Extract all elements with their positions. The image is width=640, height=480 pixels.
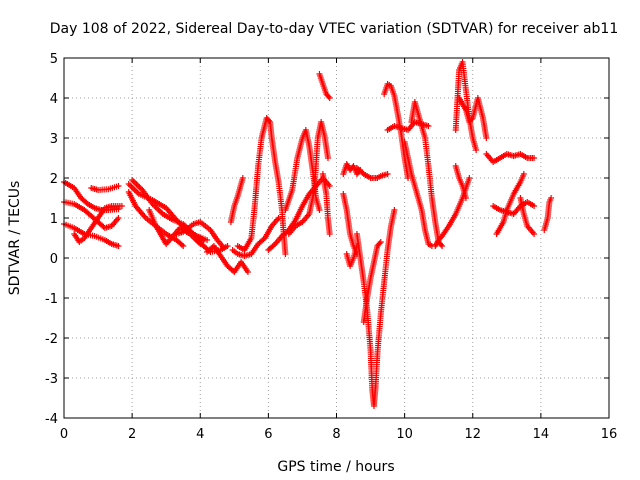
data-track <box>229 215 282 259</box>
data-point <box>200 237 207 243</box>
data-point <box>384 171 391 177</box>
data-track <box>71 203 125 245</box>
x-tick-label: 14 <box>533 427 550 442</box>
data-point <box>473 147 480 153</box>
data-point <box>520 171 527 177</box>
data-track <box>234 115 289 257</box>
data-point <box>115 243 122 249</box>
data-track <box>408 99 446 249</box>
x-tick-label: 2 <box>128 427 136 442</box>
data-track <box>173 219 228 251</box>
data-point <box>156 208 163 215</box>
y-tick-label: 2 <box>50 172 58 187</box>
data-point <box>531 231 538 237</box>
data-point <box>239 175 246 181</box>
data-points <box>61 59 555 409</box>
data-track <box>282 127 323 213</box>
data-track <box>432 175 473 249</box>
data-track <box>353 165 391 181</box>
data-point <box>531 155 538 161</box>
data-point <box>83 199 90 206</box>
data-point <box>270 242 277 249</box>
data-track <box>493 171 527 237</box>
x-axis: 0 2 4 6 8 10 12 14 16 <box>60 58 617 442</box>
data-track <box>319 171 333 237</box>
data-point <box>118 203 125 209</box>
data-track <box>285 119 331 237</box>
data-point <box>115 215 122 221</box>
data-point <box>326 231 333 237</box>
x-axis-label: GPS time / hours <box>277 459 394 475</box>
data-track <box>88 183 122 193</box>
y-axis: -4 -3 -2 -1 0 1 2 3 4 5 <box>45 52 609 427</box>
data-track <box>61 179 122 213</box>
plot-frame <box>63 57 610 419</box>
data-track <box>517 195 538 237</box>
data-point <box>129 177 136 183</box>
data-point <box>224 243 231 249</box>
x-tick-label: 0 <box>60 427 68 442</box>
data-track <box>227 175 246 225</box>
x-tick-label: 8 <box>332 427 340 442</box>
data-point <box>316 207 323 213</box>
chart-title: Day 108 of 2022, Sidereal Day-to-day VTE… <box>50 21 619 37</box>
y-tick-label: 3 <box>50 132 58 147</box>
data-point <box>180 243 187 249</box>
data-track <box>456 95 490 141</box>
data-track <box>265 175 333 253</box>
data-point <box>468 116 475 123</box>
data-point <box>275 215 282 221</box>
y-tick-label: 5 <box>50 52 58 67</box>
x-tick-label: 6 <box>264 427 272 442</box>
data-point <box>265 117 272 124</box>
data-point <box>548 195 555 201</box>
data-track <box>483 151 538 165</box>
data-point <box>326 95 333 101</box>
data-point <box>439 243 446 249</box>
y-tick-label: -3 <box>45 372 58 387</box>
y-tick-label: -2 <box>45 332 58 347</box>
grid-lines <box>64 58 609 418</box>
data-point <box>531 203 538 209</box>
data-point <box>466 175 473 181</box>
y-tick-label: 0 <box>50 252 58 267</box>
data-track <box>316 71 333 101</box>
data-point <box>115 183 122 189</box>
y-tick-label: -1 <box>45 292 58 307</box>
data-track <box>452 163 469 201</box>
data-point <box>483 135 490 141</box>
data-track <box>353 207 398 409</box>
data-track <box>340 191 360 257</box>
y-tick-label: 4 <box>50 92 58 107</box>
x-tick-label: 12 <box>464 427 481 442</box>
data-track <box>381 81 412 181</box>
x-tick-label: 10 <box>396 427 413 442</box>
data-point <box>115 206 122 213</box>
y-axis-label: SDTVAR / TECUs <box>7 181 23 296</box>
y-tick-label: -4 <box>45 412 58 427</box>
data-point <box>325 93 332 100</box>
data-point <box>359 169 366 176</box>
data-track <box>204 243 251 275</box>
data-point <box>282 251 289 257</box>
data-point <box>425 123 432 129</box>
data-track <box>343 243 360 269</box>
data-point <box>462 195 469 201</box>
data-track <box>129 177 207 243</box>
data-point <box>324 155 331 161</box>
data-point <box>178 241 185 248</box>
data-point <box>391 207 398 213</box>
data-track <box>541 195 555 233</box>
data-track <box>401 139 435 249</box>
x-tick-label: 4 <box>196 427 204 442</box>
x-tick-label: 16 <box>601 427 618 442</box>
data-track <box>490 199 538 217</box>
data-point <box>376 240 383 247</box>
data-track <box>360 239 384 325</box>
data-point <box>377 239 384 245</box>
data-point <box>244 269 251 275</box>
y-tick-label: 1 <box>50 212 58 227</box>
